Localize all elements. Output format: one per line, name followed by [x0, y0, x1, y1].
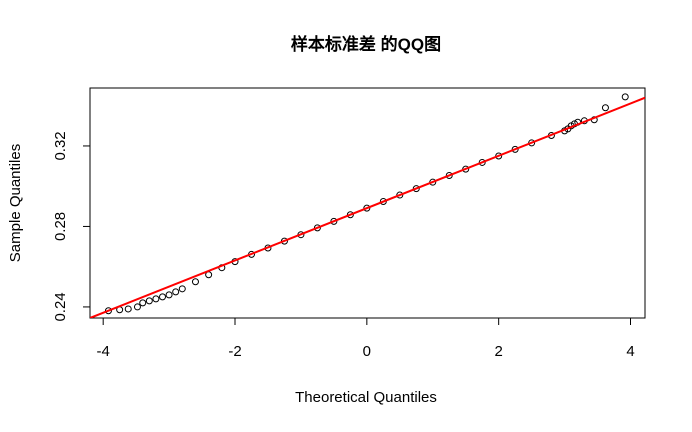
point	[363, 204, 371, 212]
point	[104, 307, 112, 315]
x-tick-label: 2	[494, 343, 502, 360]
point	[412, 185, 420, 193]
point	[601, 104, 609, 112]
point	[152, 295, 160, 303]
x-axis-label: Theoretical Quantiles	[295, 389, 437, 406]
point	[178, 285, 186, 293]
point	[313, 224, 321, 232]
point	[133, 303, 141, 311]
point	[445, 172, 453, 180]
point	[396, 191, 404, 199]
point	[145, 297, 153, 305]
x-tick-label: -4	[97, 343, 110, 360]
point	[172, 288, 180, 296]
point	[511, 145, 519, 153]
point	[159, 293, 167, 301]
reference-line	[90, 96, 645, 318]
point	[139, 299, 147, 307]
point	[165, 291, 173, 299]
point	[379, 197, 387, 205]
y-tick-label: 0.28	[52, 212, 69, 241]
point	[346, 211, 354, 219]
x-tick-label: 0	[363, 343, 371, 360]
point	[621, 93, 629, 101]
y-tick-label: 0.32	[52, 131, 69, 160]
chart-title: 样本标准差 的QQ图	[291, 34, 441, 54]
y-axis-label: Sample Quantiles	[7, 144, 24, 262]
plot-box	[89, 87, 646, 319]
point	[191, 278, 199, 286]
y-tick-label: 0.24	[52, 292, 69, 321]
point	[124, 305, 132, 313]
x-tick-label: -2	[228, 343, 241, 360]
x-tick-label: 4	[626, 343, 634, 360]
point	[478, 158, 486, 166]
